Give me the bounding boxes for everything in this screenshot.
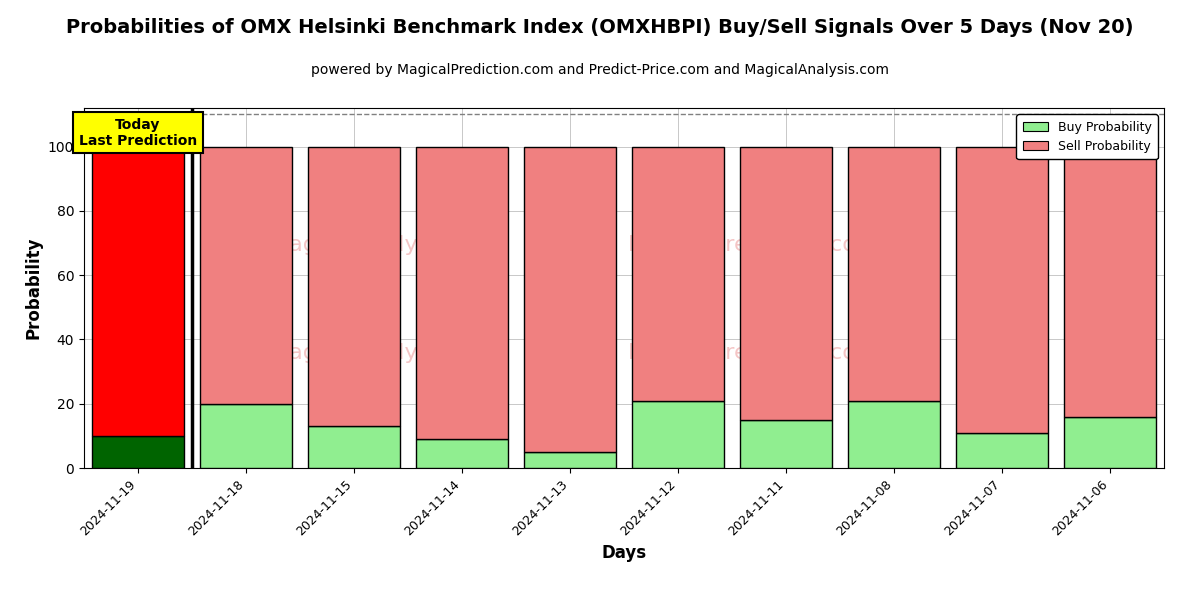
Text: Probabilities of OMX Helsinki Benchmark Index (OMXHBPI) Buy/Sell Signals Over 5 : Probabilities of OMX Helsinki Benchmark …	[66, 18, 1134, 37]
Bar	[740, 146, 832, 420]
Bar	[416, 439, 508, 468]
Bar	[308, 146, 400, 426]
Y-axis label: Probability: Probability	[24, 237, 42, 339]
Bar	[1064, 146, 1156, 416]
Text: MagicalPrediction.com: MagicalPrediction.com	[629, 235, 878, 255]
Bar	[956, 146, 1048, 433]
Bar	[92, 436, 184, 468]
Bar	[740, 420, 832, 468]
Bar	[1064, 416, 1156, 468]
Bar	[200, 404, 292, 468]
Bar	[416, 146, 508, 439]
Bar	[524, 146, 616, 452]
Bar	[848, 146, 940, 401]
Bar	[632, 146, 724, 401]
Bar	[200, 146, 292, 404]
Text: powered by MagicalPrediction.com and Predict-Price.com and MagicalAnalysis.com: powered by MagicalPrediction.com and Pre…	[311, 63, 889, 77]
Bar	[524, 452, 616, 468]
Text: MagicalAnalysis.com: MagicalAnalysis.com	[270, 343, 503, 363]
Text: MagicalAnalysis.com: MagicalAnalysis.com	[270, 235, 503, 255]
X-axis label: Days: Days	[601, 544, 647, 562]
Bar	[632, 401, 724, 468]
Text: Today
Last Prediction: Today Last Prediction	[79, 118, 197, 148]
Bar	[848, 401, 940, 468]
Bar	[308, 426, 400, 468]
Bar	[92, 146, 184, 436]
Legend: Buy Probability, Sell Probability: Buy Probability, Sell Probability	[1016, 114, 1158, 159]
Bar	[956, 433, 1048, 468]
Text: MagicalPrediction.com: MagicalPrediction.com	[629, 343, 878, 363]
